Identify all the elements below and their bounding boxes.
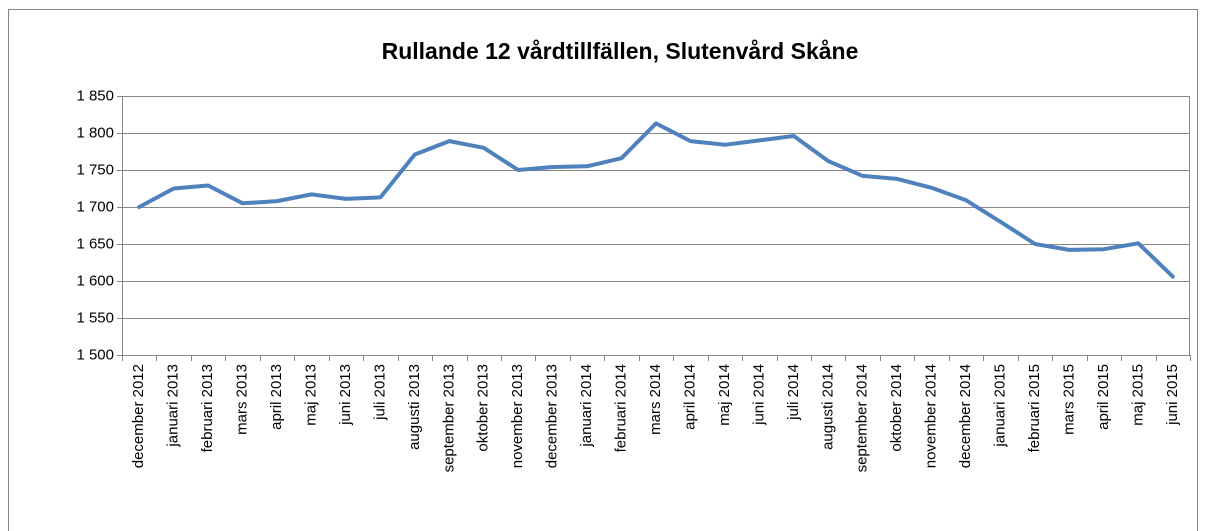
x-tick-label: september 2014 — [854, 364, 871, 472]
x-tick-label: mars 2013 — [234, 364, 251, 435]
x-tick-label: oktober 2014 — [888, 364, 905, 452]
x-tick-label: december 2014 — [957, 364, 974, 468]
y-tick-label: 1 650 — [76, 235, 114, 252]
x-tick-label: april 2015 — [1095, 364, 1112, 430]
x-tick-label: juli 2014 — [785, 364, 802, 421]
chart-title: Rullande 12 vårdtillfällen, Slutenvård S… — [382, 38, 859, 64]
x-tick-label: juni 2014 — [750, 364, 767, 426]
x-tick-label: november 2013 — [509, 364, 526, 468]
x-tick-label: juni 2015 — [1164, 364, 1181, 426]
x-tick-label: januari 2013 — [165, 364, 182, 448]
x-tick-label: augusti 2014 — [819, 364, 836, 450]
x-tick-label: oktober 2013 — [475, 364, 492, 452]
y-tick-label: 1 550 — [76, 309, 114, 326]
y-tick-label: 1 500 — [76, 346, 114, 363]
y-tick-label: 1 700 — [76, 198, 114, 215]
y-tick-label: 1 750 — [76, 161, 114, 178]
x-tick-label: januari 2014 — [578, 364, 595, 448]
x-tick-label: februari 2015 — [1026, 364, 1043, 452]
x-tick-label: maj 2014 — [716, 364, 733, 426]
y-tick-label: 1 600 — [76, 272, 114, 289]
data-line — [137, 121, 1175, 279]
y-tick-label: 1 800 — [76, 124, 114, 141]
x-tick-label: februari 2013 — [199, 364, 216, 452]
x-tick-label: maj 2015 — [1129, 364, 1146, 426]
x-tick-label: april 2013 — [268, 364, 285, 430]
x-tick-label: december 2012 — [130, 364, 147, 468]
x-tick-label: juni 2013 — [337, 364, 354, 426]
x-tick-label: februari 2014 — [612, 364, 629, 452]
x-tick-label: januari 2015 — [991, 364, 1008, 448]
chart-border — [8, 9, 1198, 531]
x-tick-label: november 2014 — [923, 364, 940, 468]
x-tick-label: december 2013 — [544, 364, 561, 468]
x-tick-label: augusti 2013 — [406, 364, 423, 450]
y-tick-label: 1 850 — [76, 87, 114, 104]
x-tick-label: september 2013 — [440, 364, 457, 472]
x-tick-label: april 2014 — [681, 364, 698, 430]
x-tick-label: juli 2013 — [371, 364, 388, 421]
x-tick-label: mars 2014 — [647, 364, 664, 435]
x-tick-label: maj 2013 — [302, 364, 319, 426]
x-tick-label: mars 2015 — [1060, 364, 1077, 435]
